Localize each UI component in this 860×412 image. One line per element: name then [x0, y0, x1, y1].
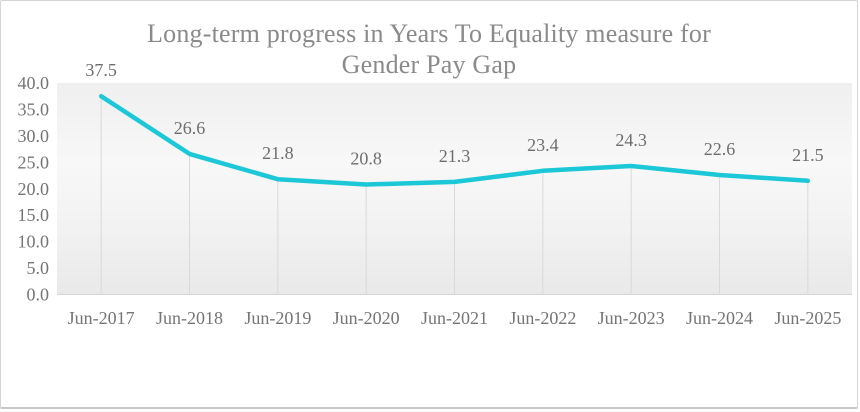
data-label: 21.8	[262, 143, 294, 163]
y-axis-tick-label: 40.0	[18, 73, 50, 93]
x-axis-label: Jun-2017	[68, 308, 135, 328]
x-axis-label: Jun-2018	[156, 308, 223, 328]
data-label: 24.3	[615, 130, 647, 150]
chart-title-line-2: Gender Pay Gap	[341, 50, 517, 79]
chart-title-line-1: Long-term progress in Years To Equality …	[147, 19, 711, 48]
y-axis-tick-label: 5.0	[27, 258, 50, 278]
y-axis-tick-label: 10.0	[18, 232, 50, 252]
x-axis-label: Jun-2019	[244, 308, 311, 328]
x-axis-label: Jun-2022	[509, 308, 576, 328]
x-axis-label: Jun-2024	[686, 308, 753, 328]
data-label: 22.6	[704, 139, 736, 159]
y-axis-tick-label: 35.0	[18, 99, 50, 119]
y-axis-tick-label: 0.0	[27, 285, 50, 305]
y-axis-tick-label: 15.0	[18, 205, 50, 225]
y-axis-tick-label: 20.0	[18, 179, 50, 199]
data-label: 37.5	[85, 60, 117, 80]
y-axis-tick-label: 25.0	[18, 152, 50, 172]
data-label: 20.8	[350, 149, 382, 169]
x-axis-label: Jun-2021	[421, 308, 488, 328]
x-axis-label: Jun-2025	[774, 308, 841, 328]
data-label: 26.6	[174, 118, 206, 138]
x-axis-label: Jun-2023	[598, 308, 665, 328]
data-label: 21.5	[792, 145, 824, 165]
data-label: 21.3	[439, 146, 471, 166]
x-axis-label: Jun-2020	[333, 308, 400, 328]
y-axis-tick-label: 30.0	[18, 126, 50, 146]
data-label: 23.4	[527, 135, 559, 155]
series-line	[98, 93, 811, 187]
chart-title: Long-term progress in Years To Equality …	[1, 18, 857, 80]
